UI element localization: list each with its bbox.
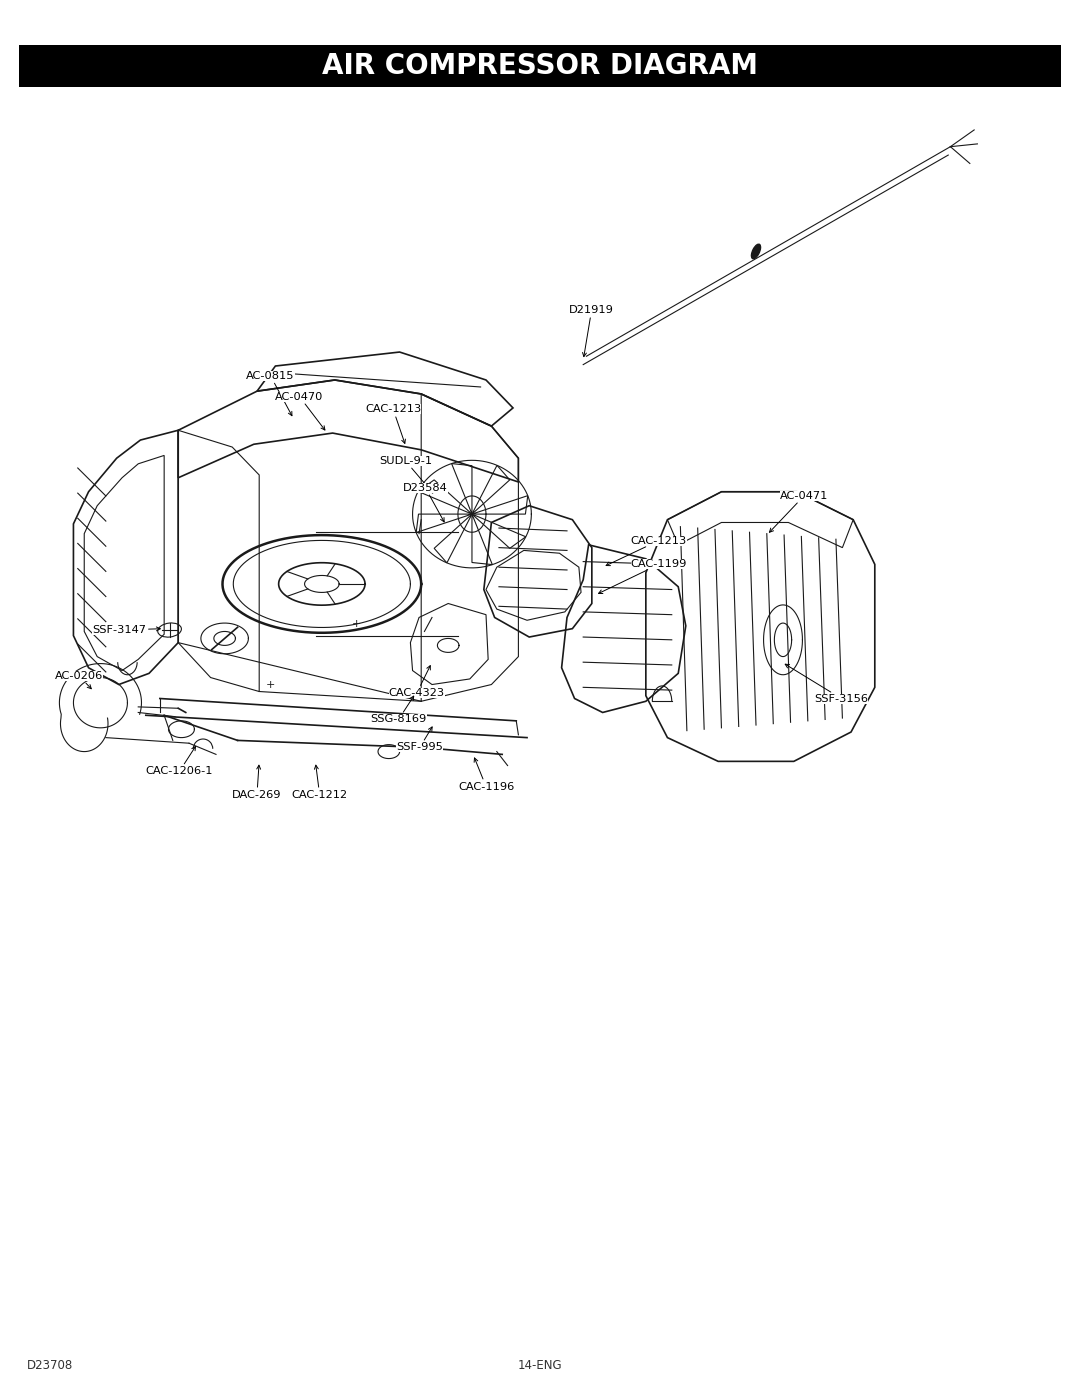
Bar [19, 45, 1061, 87]
Text: SSF-3147: SSF-3147 [92, 624, 160, 636]
Ellipse shape [752, 244, 760, 258]
Text: AC-0470: AC-0470 [275, 391, 325, 430]
Text: AC-0471: AC-0471 [769, 490, 828, 532]
Text: SSF-3156: SSF-3156 [785, 664, 868, 704]
Text: SSG-8169: SSG-8169 [370, 696, 427, 725]
Text: AC-0815: AC-0815 [246, 370, 295, 416]
Text: D21919: D21919 [569, 305, 615, 356]
Text: CAC-1206-1: CAC-1206-1 [146, 746, 214, 777]
Text: D23584: D23584 [403, 482, 447, 522]
Text: AC-0206: AC-0206 [55, 671, 104, 689]
Text: 14-ENG: 14-ENG [517, 1359, 563, 1372]
Text: DAC-269: DAC-269 [232, 766, 282, 800]
Text: CAC-1212: CAC-1212 [292, 766, 348, 800]
Text: D23708: D23708 [27, 1359, 73, 1372]
Text: CAC-4323: CAC-4323 [389, 665, 445, 698]
Text: CAC-1196: CAC-1196 [458, 759, 514, 792]
Text: +: + [266, 679, 274, 690]
Text: SSF-995: SSF-995 [396, 726, 443, 753]
Text: AIR COMPRESSOR DIAGRAM: AIR COMPRESSOR DIAGRAM [322, 52, 758, 80]
Text: +: + [352, 619, 361, 630]
Text: SUDL-9-1: SUDL-9-1 [379, 455, 433, 493]
Text: CAC-1199: CAC-1199 [598, 559, 687, 594]
Text: CAC-1213: CAC-1213 [606, 535, 687, 566]
Text: CAC-1213: CAC-1213 [365, 404, 421, 443]
